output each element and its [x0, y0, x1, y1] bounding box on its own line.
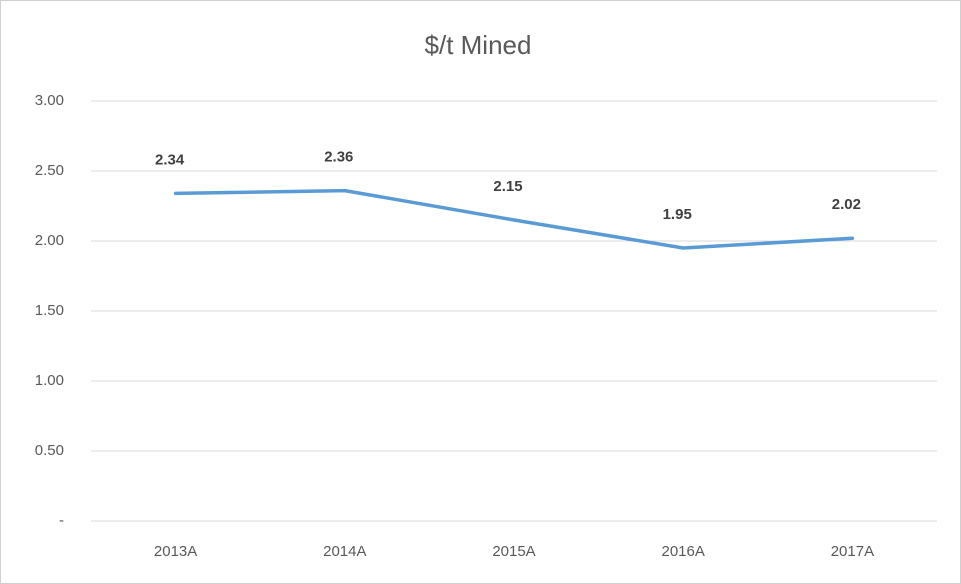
- data-label: 2.02: [832, 196, 861, 213]
- data-label: 2.34: [155, 151, 185, 168]
- y-tick-label: 1.00: [35, 372, 64, 389]
- x-tick-label: 2013A: [154, 543, 197, 560]
- x-tick-label: 2014A: [323, 543, 366, 560]
- data-label: 1.95: [663, 206, 692, 223]
- y-tick-label: -: [59, 512, 64, 529]
- chart-title: $/t Mined: [425, 30, 532, 60]
- y-tick-label: 3.00: [35, 92, 64, 109]
- x-tick-label: 2016A: [662, 543, 705, 560]
- line: [173, 188, 855, 250]
- y-tick-label: 2.00: [35, 232, 64, 249]
- x-tick-label: 2015A: [492, 543, 535, 560]
- x-tick-label: 2017A: [831, 543, 874, 560]
- data-label: 2.36: [324, 149, 353, 166]
- y-tick-label: 0.50: [35, 442, 64, 459]
- y-tick-label: 1.50: [35, 302, 64, 319]
- data-label: 2.15: [493, 178, 522, 195]
- y-tick-label: 2.50: [35, 162, 64, 179]
